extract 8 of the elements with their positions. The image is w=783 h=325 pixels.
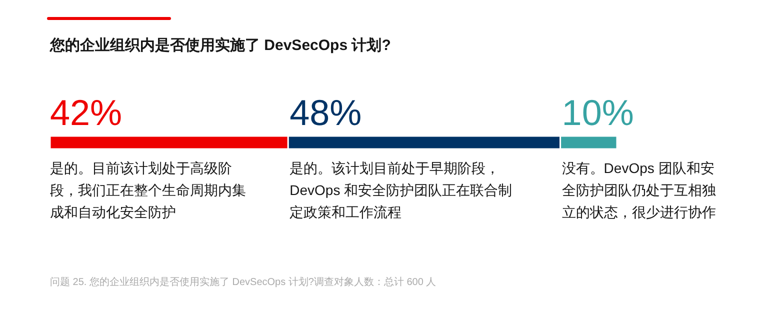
series-label: 没有。DevOps 团队和安全防护团队仍处于互相独立的状态，很少进行协作 bbox=[562, 159, 717, 222]
data-label: 42% bbox=[50, 92, 122, 133]
series-label: 是的。目前该计划处于高级阶段，我们正在整个生命周期内集成和自动化安全防护 bbox=[50, 159, 247, 222]
data-label: 48% bbox=[290, 92, 362, 133]
chart-title: 您的企业组织内是否使用实施了 DevSecOps 计划? bbox=[50, 36, 392, 55]
data-label: 10% bbox=[562, 92, 634, 133]
text: 问题 25. 您的企业组织内是否使用实施了 DevSecOps 计划?调查对象人数：总计 600 人 bbox=[50, 276, 438, 289]
series-label: 是的。该计划目前处于早期阶段，DevOps 和安全防护团队正在联合制定政策和工作流程 bbox=[290, 159, 514, 222]
